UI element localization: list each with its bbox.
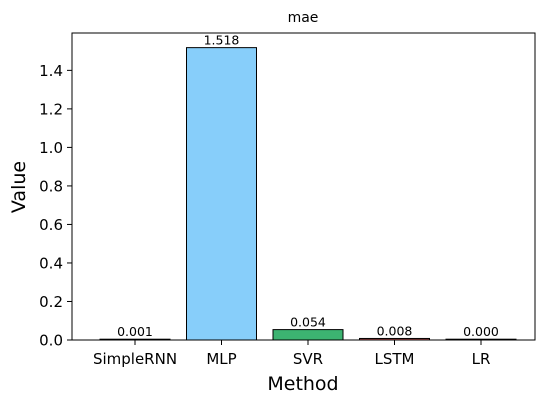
x-tick-label: LSTM bbox=[375, 350, 415, 368]
x-tick-label: SVR bbox=[293, 350, 323, 368]
bar-value-label: 0.001 bbox=[117, 324, 153, 339]
y-tick-label: 0.0 bbox=[39, 332, 63, 350]
chart-title: mae bbox=[288, 10, 319, 26]
bar-svr bbox=[272, 329, 344, 341]
y-tick-label: 0.6 bbox=[39, 216, 63, 234]
y-tick-label: 1.2 bbox=[39, 100, 63, 118]
plot-frame bbox=[71, 32, 536, 341]
y-axis-label: Value bbox=[8, 161, 30, 213]
bar-value-label: 0.054 bbox=[290, 315, 326, 330]
y-tick-label: 1.0 bbox=[39, 139, 63, 157]
x-tick-label: SimpleRNN bbox=[93, 350, 177, 368]
bar-mlp bbox=[186, 47, 257, 341]
y-tick-label: 0.4 bbox=[39, 254, 63, 272]
y-tick-label: 1.4 bbox=[39, 62, 63, 80]
axis-ticks-group: SimpleRNN MLP SVR LSTM LR 0.0 0.2 0.4 0.6 0.8 1.0 1… bbox=[39, 62, 490, 368]
x-axis-label: Method bbox=[267, 373, 338, 395]
y-tick-label: 0.2 bbox=[39, 293, 63, 311]
bar-value-label: 0.000 bbox=[463, 324, 499, 339]
x-tick-label: LR bbox=[472, 350, 491, 368]
bars-group: 0.001 1.518 0.054 0.008 0.000 bbox=[99, 33, 517, 341]
bar-value-label: 0.008 bbox=[377, 323, 413, 338]
bar-value-label: 1.518 bbox=[204, 33, 240, 48]
x-tick-label: MLP bbox=[206, 350, 236, 368]
y-tick-label: 0.8 bbox=[39, 177, 63, 195]
